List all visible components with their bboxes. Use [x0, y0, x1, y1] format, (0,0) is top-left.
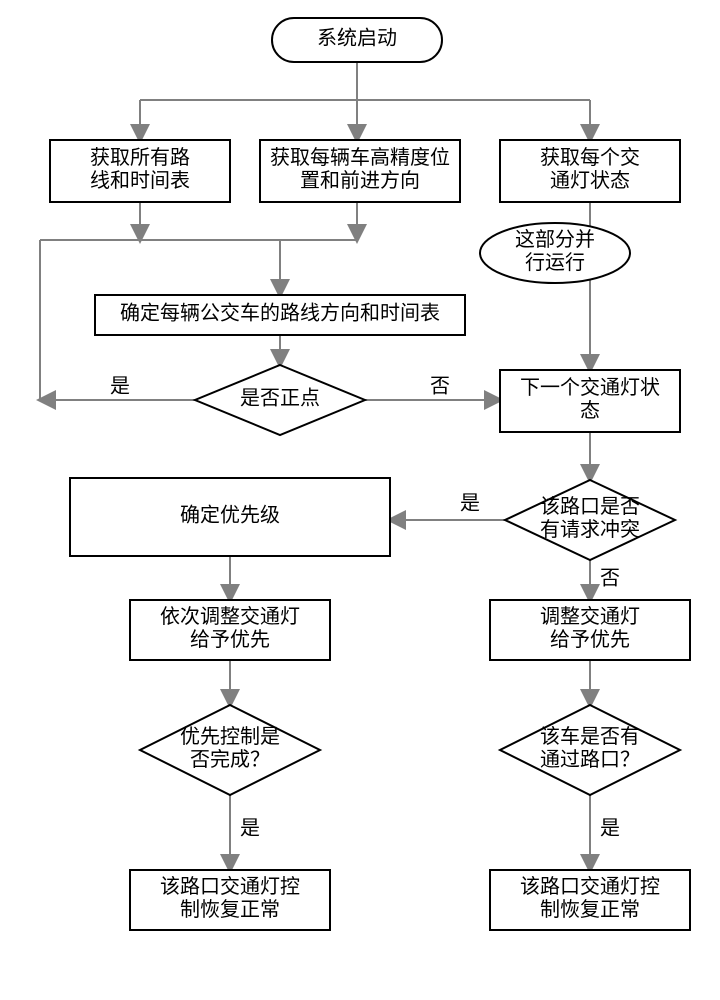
node-text: 该车是否有 [540, 725, 640, 748]
node-b7: 依次调整交通灯给予优先 [130, 600, 330, 660]
node-text: 该路口是否 [540, 495, 640, 518]
node-text: 依次调整交通灯 [160, 605, 300, 628]
edge-label: 是 [240, 818, 260, 840]
node-b8: 调整交通灯给予优先 [490, 600, 690, 660]
node-text: 置和前进方向 [300, 169, 420, 192]
node-text: 确定每辆公交车的路线方向和时间表 [120, 302, 440, 325]
node-text: 下一个交通灯状 [520, 376, 660, 399]
edge-label: 是 [110, 376, 130, 398]
node-text: 制恢复正常 [180, 898, 280, 921]
node-b9: 该路口交通灯控制恢复正常 [130, 870, 330, 930]
node-start: 系统启动 [272, 18, 442, 62]
edge-label: 否 [600, 568, 620, 590]
node-text: 行运行 [525, 251, 585, 274]
node-text: 优先控制是 [180, 725, 280, 748]
node-b4: 确定每辆公交车的路线方向和时间表 [95, 295, 465, 335]
node-text: 线和时间表 [90, 169, 190, 192]
node-b3: 获取每个交通灯状态 [500, 140, 680, 202]
node-text: 确定优先级 [180, 504, 280, 527]
node-text: 有请求冲突 [540, 518, 640, 541]
node-text: 获取每个交 [540, 146, 640, 169]
node-text: 系统启动 [317, 27, 397, 50]
node-b6: 确定优先级 [70, 478, 390, 556]
node-text: 态 [580, 399, 600, 422]
node-text: 是否正点 [240, 387, 320, 410]
node-note: 这部分并行运行 [480, 223, 630, 283]
node-text: 获取每辆车高精度位 [270, 146, 450, 169]
edge-label: 是 [600, 818, 620, 840]
edge-label: 否 [430, 376, 450, 398]
node-d4: 该车是否有通过路口？ [500, 705, 680, 795]
node-text: 该路口交通灯控 [520, 875, 660, 898]
node-text: 给予优先 [190, 628, 270, 651]
node-b1: 获取所有路线和时间表 [50, 140, 230, 202]
nodes-layer: 系统启动获取所有路线和时间表获取每辆车高精度位置和前进方向获取每个交通灯状态这部… [50, 18, 690, 930]
node-d2: 该路口是否有请求冲突 [505, 480, 675, 560]
node-text: 通过路口？ [540, 748, 640, 771]
node-d1: 是否正点 [195, 365, 365, 435]
node-text: 给予优先 [550, 628, 630, 651]
node-text: 该路口交通灯控 [160, 875, 300, 898]
node-text: 获取所有路 [90, 146, 190, 169]
node-text: 调整交通灯 [540, 605, 640, 628]
node-text: 这部分并 [515, 228, 595, 251]
edge-label: 是 [460, 493, 480, 515]
node-text: 制恢复正常 [540, 898, 640, 921]
node-b2: 获取每辆车高精度位置和前进方向 [260, 140, 460, 202]
node-text: 否完成？ [190, 748, 270, 771]
node-b10: 该路口交通灯控制恢复正常 [490, 870, 690, 930]
node-text: 通灯状态 [550, 169, 630, 192]
node-b5: 下一个交通灯状态 [500, 370, 680, 432]
node-d3: 优先控制是否完成？ [140, 705, 320, 795]
